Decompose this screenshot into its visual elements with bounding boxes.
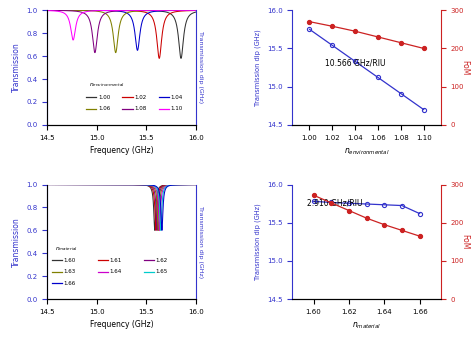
Y-axis label: Transmission: Transmission (12, 217, 21, 267)
Y-axis label: Transmission dip (GHz): Transmission dip (GHz) (255, 29, 261, 106)
X-axis label: $n_{environmental}$: $n_{environmental}$ (344, 146, 390, 157)
Text: 1.06: 1.06 (98, 106, 110, 111)
Text: 2.910 GHz/RIU: 2.910 GHz/RIU (307, 198, 363, 207)
Y-axis label: Transmission: Transmission (12, 42, 21, 92)
Text: 1.08: 1.08 (134, 106, 146, 111)
Text: $n_{environmental}$: $n_{environmental}$ (89, 81, 125, 89)
Y-axis label: Transmission dip (GHz): Transmission dip (GHz) (255, 203, 261, 280)
Y-axis label: Transmission dip (GHz): Transmission dip (GHz) (198, 32, 203, 104)
Text: 1.10: 1.10 (171, 106, 183, 111)
Y-axis label: FoM: FoM (461, 60, 470, 75)
X-axis label: $n_{material}$: $n_{material}$ (352, 321, 381, 331)
Y-axis label: Transmission dip (GHz): Transmission dip (GHz) (198, 206, 203, 278)
Text: 1.60: 1.60 (64, 258, 76, 263)
X-axis label: Frequency (GHz): Frequency (GHz) (90, 321, 154, 329)
Text: 1.64: 1.64 (110, 269, 122, 274)
Text: 1.00: 1.00 (98, 95, 110, 100)
Text: $n_{material}$: $n_{material}$ (55, 245, 78, 253)
Text: 1.61: 1.61 (110, 258, 122, 263)
Text: 1.65: 1.65 (156, 269, 168, 274)
Text: 1.63: 1.63 (64, 269, 76, 274)
Text: 1.66: 1.66 (64, 280, 76, 286)
Text: 10.566 GHz/RIU: 10.566 GHz/RIU (325, 58, 385, 67)
X-axis label: Frequency (GHz): Frequency (GHz) (90, 146, 154, 155)
Y-axis label: FoM: FoM (461, 234, 470, 250)
Text: 1.04: 1.04 (171, 95, 183, 100)
Text: 1.62: 1.62 (156, 258, 168, 263)
Text: 1.02: 1.02 (134, 95, 146, 100)
